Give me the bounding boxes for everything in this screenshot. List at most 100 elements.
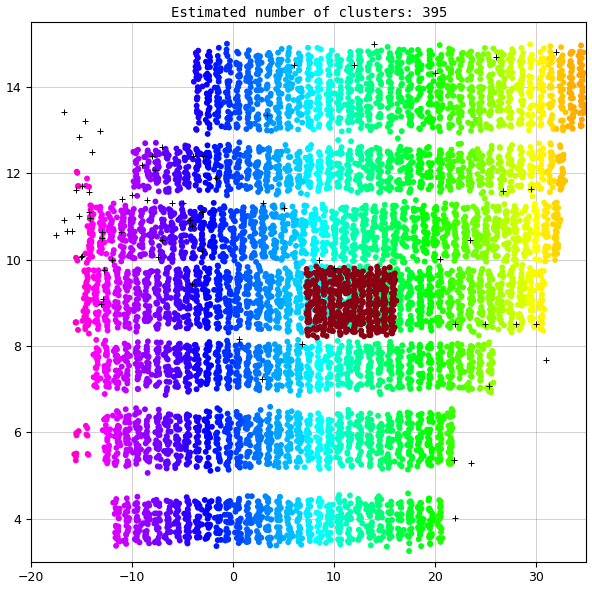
Point xyxy=(455,373,464,383)
Point xyxy=(173,313,182,322)
Point xyxy=(426,46,435,55)
Point xyxy=(455,152,464,162)
Point xyxy=(144,455,153,464)
Point xyxy=(306,278,316,287)
Point xyxy=(511,211,520,220)
Point xyxy=(515,309,525,319)
Point xyxy=(95,247,104,256)
Point xyxy=(183,362,192,371)
Point xyxy=(60,215,69,225)
Point xyxy=(350,291,360,300)
Point xyxy=(166,447,175,456)
Point xyxy=(242,345,251,354)
Point xyxy=(324,430,334,440)
Point xyxy=(255,237,265,247)
Point xyxy=(115,441,125,450)
Point xyxy=(184,152,193,162)
Point xyxy=(182,269,192,278)
Point xyxy=(165,160,174,169)
Point xyxy=(376,535,385,545)
Point xyxy=(250,453,259,463)
Point xyxy=(252,52,261,61)
Point xyxy=(324,278,334,288)
Point xyxy=(262,360,271,370)
Point xyxy=(347,263,356,273)
Point xyxy=(324,436,334,445)
Point xyxy=(147,251,156,260)
Point xyxy=(264,433,274,442)
Point xyxy=(211,438,221,448)
Point xyxy=(237,245,247,255)
Point xyxy=(425,263,435,273)
Point xyxy=(526,63,535,73)
Point xyxy=(406,318,415,327)
Point xyxy=(265,50,275,60)
Point xyxy=(245,310,255,320)
Point xyxy=(478,308,487,317)
Point xyxy=(527,267,536,276)
Point xyxy=(448,380,457,389)
Point xyxy=(285,439,295,448)
Point xyxy=(577,67,587,77)
Point xyxy=(117,354,126,363)
Point xyxy=(123,507,132,517)
Point xyxy=(408,178,418,187)
Point xyxy=(365,158,374,168)
Point xyxy=(446,435,456,444)
Point xyxy=(353,116,362,126)
Point xyxy=(277,299,287,309)
Point xyxy=(362,522,372,531)
Point xyxy=(388,273,397,283)
Point xyxy=(385,342,394,352)
Point xyxy=(235,411,244,421)
Point xyxy=(185,354,194,363)
Point xyxy=(137,209,147,218)
Point xyxy=(238,215,247,224)
Point xyxy=(353,287,363,297)
Point xyxy=(294,390,304,399)
Point xyxy=(339,263,349,273)
Point xyxy=(95,218,104,228)
Point xyxy=(516,156,526,166)
Point xyxy=(242,299,252,309)
Point xyxy=(247,253,256,263)
Point xyxy=(486,179,496,189)
Point xyxy=(301,369,311,378)
Point xyxy=(362,438,372,448)
Point xyxy=(295,295,305,304)
Point xyxy=(201,507,211,516)
Point xyxy=(63,227,72,236)
Point xyxy=(193,417,202,426)
Point xyxy=(376,361,385,371)
Point xyxy=(345,342,355,352)
Point xyxy=(433,350,443,359)
Point xyxy=(84,187,94,196)
Point xyxy=(375,435,384,445)
Point xyxy=(242,49,252,58)
Point xyxy=(235,100,244,110)
Point xyxy=(348,326,357,336)
Point xyxy=(377,355,386,365)
Point xyxy=(133,180,143,189)
Point xyxy=(454,114,464,124)
Point xyxy=(133,312,142,322)
Point xyxy=(310,205,320,214)
Point xyxy=(464,384,473,393)
Point xyxy=(305,302,314,312)
Point xyxy=(353,500,363,510)
Point xyxy=(317,310,326,319)
Point xyxy=(191,280,200,290)
Point xyxy=(93,310,102,320)
Point xyxy=(397,277,406,286)
Point xyxy=(388,297,398,306)
Point xyxy=(385,438,395,448)
Point xyxy=(471,204,481,214)
Point xyxy=(341,309,350,319)
Point xyxy=(175,163,184,172)
Point xyxy=(134,408,144,417)
Point xyxy=(365,110,374,119)
Point xyxy=(464,349,474,359)
Point xyxy=(367,280,377,289)
Point xyxy=(372,288,382,297)
Point xyxy=(437,173,447,182)
